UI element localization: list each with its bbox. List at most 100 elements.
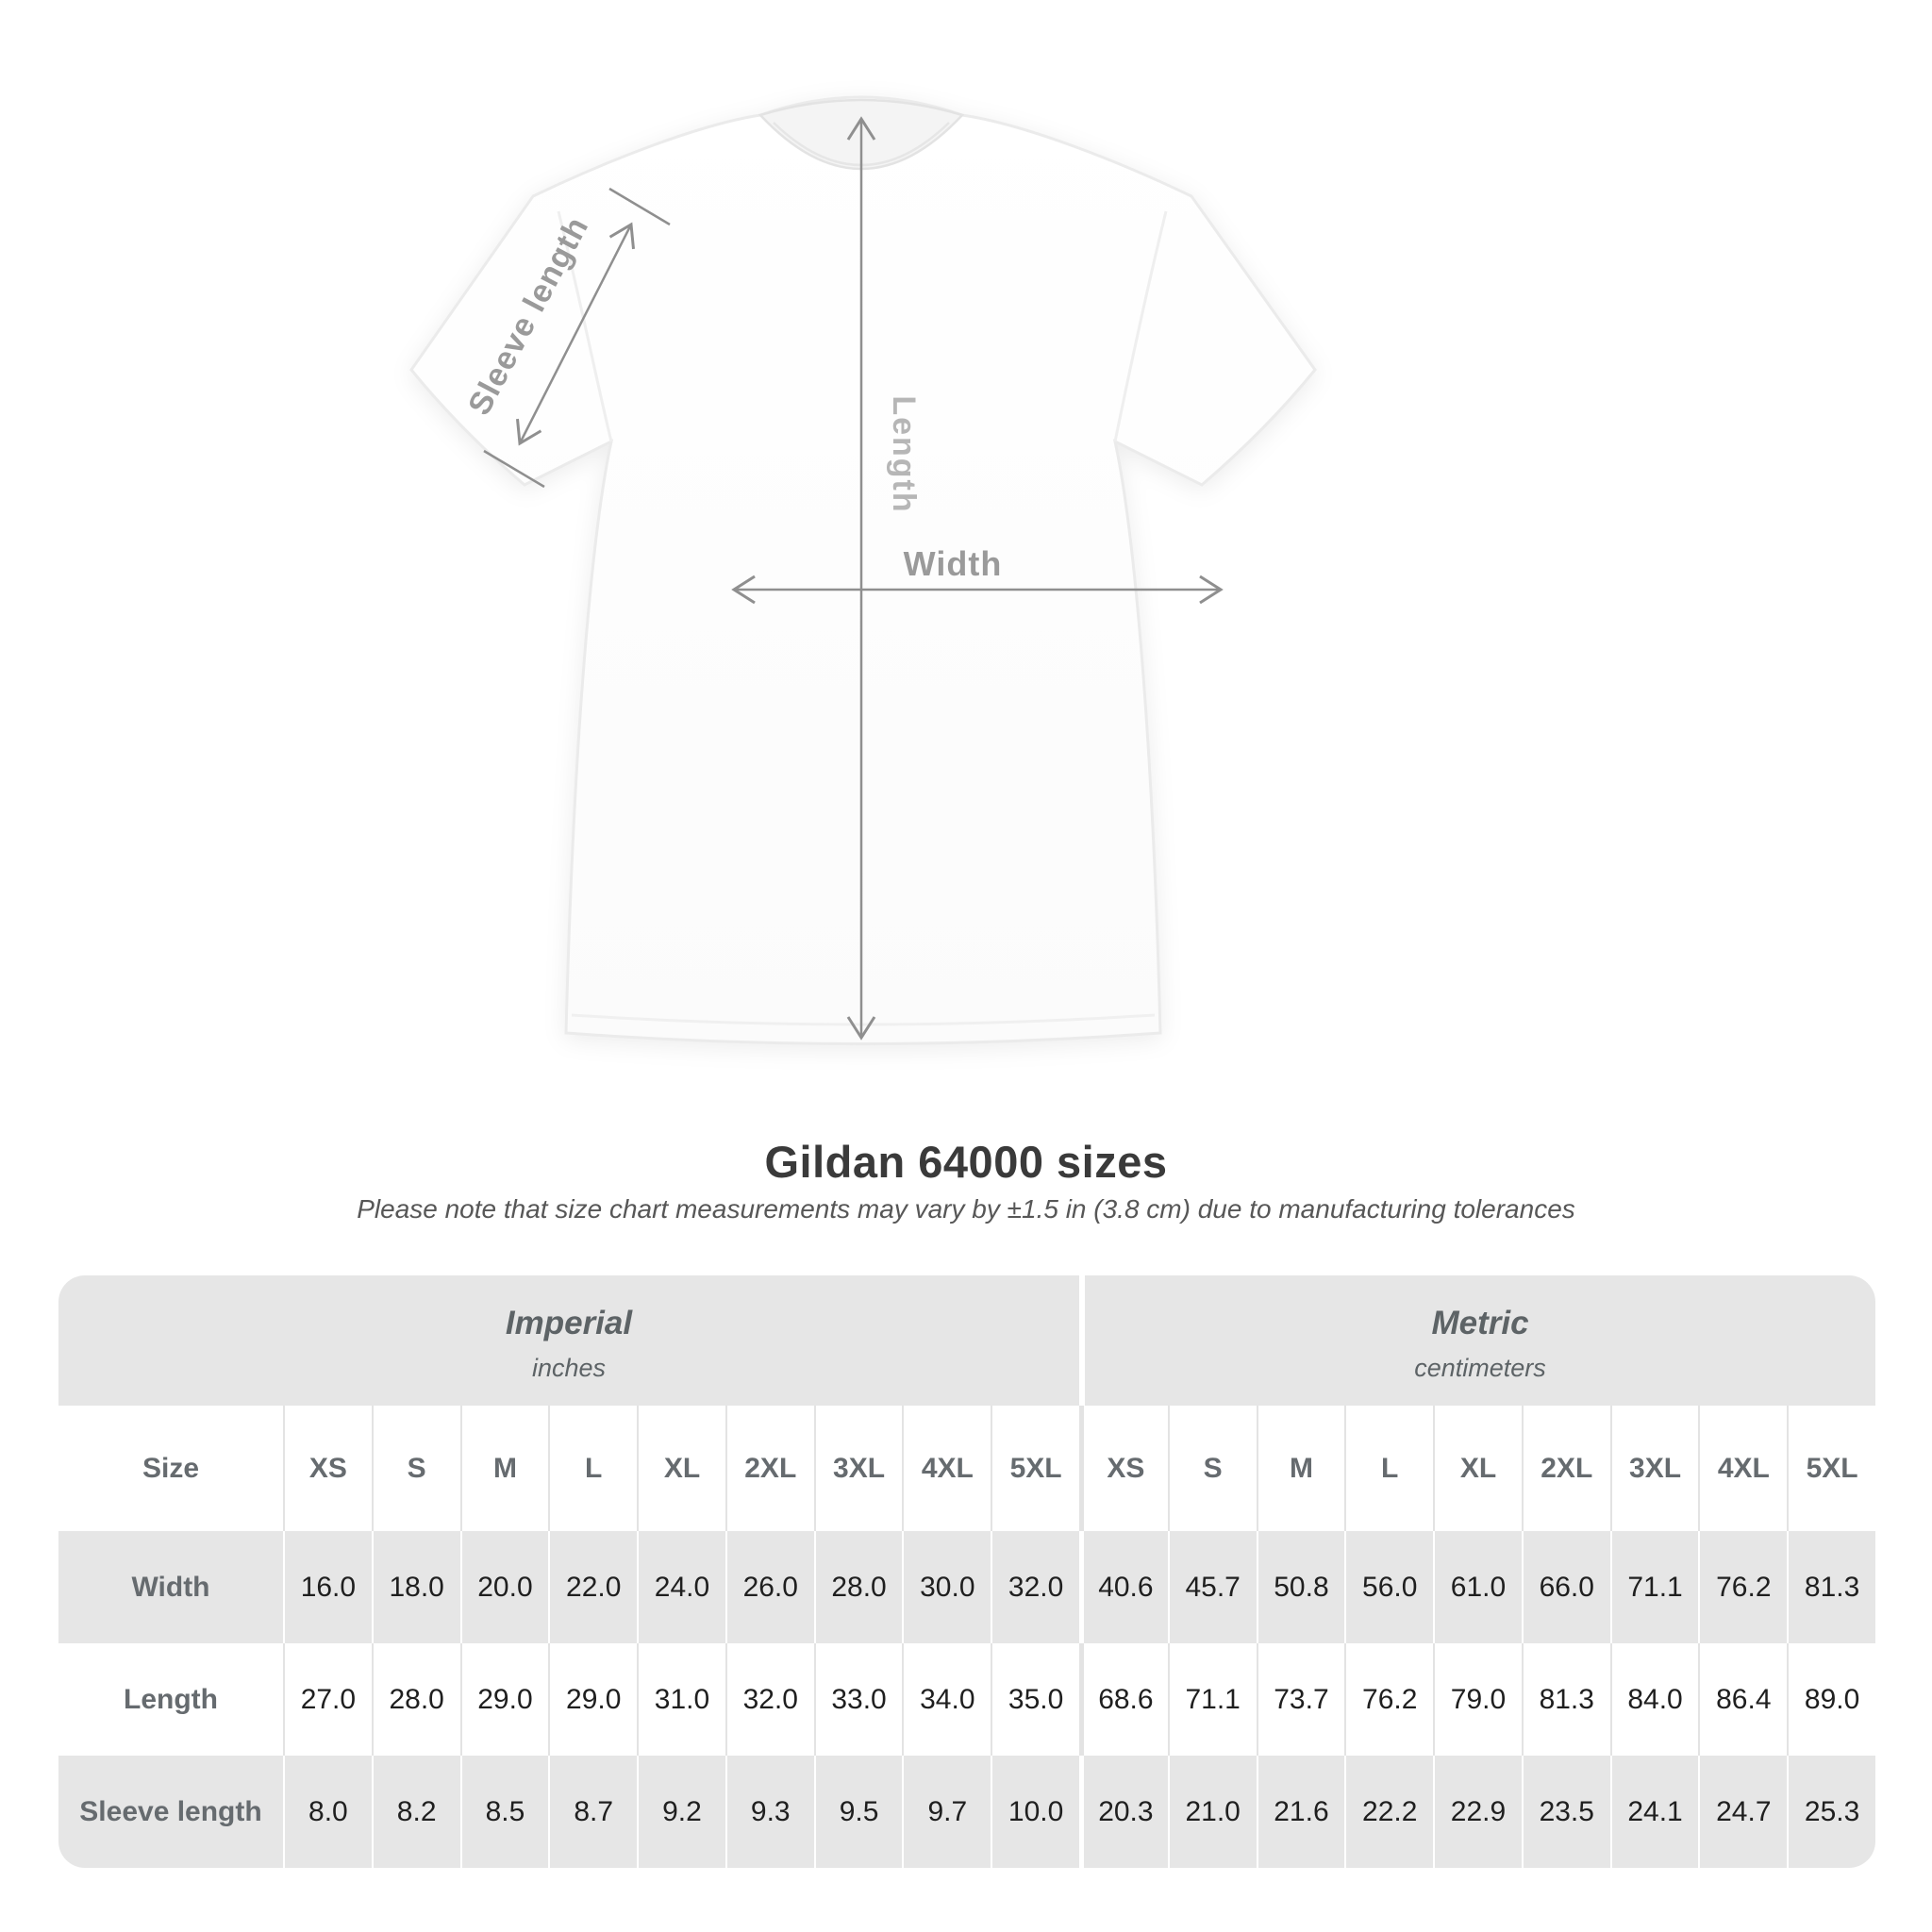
row-label-sleeve-length: Sleeve length — [58, 1756, 283, 1868]
imperial-header-unit: inches — [531, 1353, 607, 1382]
length-metric-value: 89.0 — [1787, 1643, 1875, 1756]
length-metric-value: 76.2 — [1344, 1643, 1434, 1756]
width-imperial-value: 16.0 — [283, 1531, 372, 1643]
sleeve-length-metric-value: 24.1 — [1609, 1756, 1699, 1868]
tshirt-graphic — [409, 95, 1317, 1045]
unit-system-header-row: Imperial inches Metric centimeters — [58, 1275, 1875, 1406]
length-label: Length — [886, 395, 922, 513]
width-metric-value: 61.0 — [1433, 1531, 1522, 1643]
imperial-header-title: Imperial — [505, 1304, 633, 1341]
metric-header-title: Metric — [1431, 1304, 1529, 1341]
width-metric-value: 45.7 — [1167, 1531, 1257, 1643]
page-subtitle: Please note that size chart measurements… — [357, 1194, 1575, 1224]
width-metric-value: 56.0 — [1344, 1531, 1434, 1643]
width-metric-value: 81.3 — [1787, 1531, 1875, 1643]
length-imperial-value: 27.0 — [283, 1643, 372, 1756]
sleeve-dimension-end-cap-top — [608, 187, 671, 226]
sleeve-length-imperial-value: 10.0 — [991, 1756, 1079, 1868]
size-col-metric-m: M — [1256, 1406, 1345, 1531]
length-imperial-value: 32.0 — [724, 1643, 814, 1756]
size-col-metric-2xl: 2XL — [1521, 1406, 1610, 1531]
sleeve-length-metric-value: 25.3 — [1787, 1756, 1875, 1868]
width-metric-value: 66.0 — [1521, 1531, 1610, 1643]
length-imperial-value: 33.0 — [813, 1643, 903, 1756]
table-row-sleeve-length: Sleeve length 8.0 8.2 8.5 8.7 9.2 9.3 9.5 9.7 10.… — [58, 1756, 1875, 1868]
sleeve-length-imperial-value: 9.5 — [813, 1756, 903, 1868]
sleeve-length-metric-value: 21.6 — [1256, 1756, 1345, 1868]
width-imperial-value: 18.0 — [371, 1531, 460, 1643]
width-imperial-value: 30.0 — [902, 1531, 991, 1643]
row-label-length: Length — [58, 1643, 283, 1756]
sleeve-length-imperial-value: 8.7 — [548, 1756, 638, 1868]
length-imperial-value: 31.0 — [637, 1643, 725, 1756]
table-row-length: Length 27.0 28.0 29.0 29.0 31.0 32.0 33.0 34.0 35… — [58, 1643, 1875, 1756]
metric-header-cell: Metric centimeters — [1079, 1275, 1875, 1406]
metric-header-unit: centimeters — [1414, 1353, 1546, 1382]
sleeve-length-imperial-value: 9.2 — [637, 1756, 725, 1868]
sleeve-length-imperial-value: 9.3 — [724, 1756, 814, 1868]
width-imperial-value: 20.0 — [459, 1531, 549, 1643]
width-imperial-value: 24.0 — [637, 1531, 725, 1643]
size-col-imperial-2xl: 2XL — [724, 1406, 814, 1531]
size-col-metric-l: L — [1344, 1406, 1434, 1531]
size-col-imperial-s: S — [371, 1406, 460, 1531]
length-imperial-value: 29.0 — [459, 1643, 549, 1756]
length-metric-value: 68.6 — [1079, 1643, 1168, 1756]
page-title: Gildan 64000 sizes — [764, 1137, 1168, 1187]
sleeve-length-metric-value: 22.9 — [1433, 1756, 1522, 1868]
imperial-header-cell: Imperial inches — [58, 1275, 1079, 1406]
size-col-imperial-l: L — [548, 1406, 638, 1531]
size-table: Imperial inches Metric centimeters Size … — [58, 1275, 1875, 1868]
size-header-row: Size XS S M L XL 2XL 3XL 4XL 5XL XS S M L XL 2XL 3XL 4XL… — [58, 1406, 1875, 1531]
length-metric-value: 71.1 — [1167, 1643, 1257, 1756]
sleeve-length-imperial-value: 9.7 — [902, 1756, 991, 1868]
length-imperial-value: 29.0 — [548, 1643, 638, 1756]
sleeve-length-metric-value: 22.2 — [1344, 1756, 1434, 1868]
size-col-imperial-m: M — [459, 1406, 549, 1531]
sleeve-length-imperial-value: 8.5 — [459, 1756, 549, 1868]
size-col-imperial-xs: XS — [283, 1406, 372, 1531]
sleeve-length-metric-value: 24.7 — [1698, 1756, 1788, 1868]
length-metric-value: 84.0 — [1609, 1643, 1699, 1756]
size-row-header: Size — [58, 1406, 283, 1531]
length-metric-value: 73.7 — [1256, 1643, 1345, 1756]
size-col-imperial-5xl: 5XL — [991, 1406, 1079, 1531]
width-label: Width — [904, 544, 1003, 583]
width-dimension-arrow: Width — [731, 544, 1224, 605]
width-imperial-value: 32.0 — [991, 1531, 1079, 1643]
width-imperial-value: 26.0 — [724, 1531, 814, 1643]
length-imperial-value: 35.0 — [991, 1643, 1079, 1756]
width-imperial-value: 22.0 — [548, 1531, 638, 1643]
width-imperial-value: 28.0 — [813, 1531, 903, 1643]
size-col-metric-5xl: 5XL — [1787, 1406, 1875, 1531]
size-col-imperial-xl: XL — [637, 1406, 725, 1531]
sleeve-length-imperial-value: 8.0 — [283, 1756, 372, 1868]
size-col-metric-xs: XS — [1079, 1406, 1168, 1531]
row-label-width: Width — [58, 1531, 283, 1643]
tshirt-body — [409, 95, 1317, 1045]
sleeve-dimension-end-cap-bottom — [483, 449, 545, 489]
sleeve-length-metric-value: 20.3 — [1079, 1756, 1168, 1868]
length-metric-value: 86.4 — [1698, 1643, 1788, 1756]
width-metric-value: 40.6 — [1079, 1531, 1168, 1643]
table-row-width: Width 16.0 18.0 20.0 22.0 24.0 26.0 28.0 30.0 32.… — [58, 1531, 1875, 1643]
sleeve-length-metric-value: 23.5 — [1521, 1756, 1610, 1868]
sleeve-length-metric-value: 21.0 — [1167, 1756, 1257, 1868]
size-col-metric-xl: XL — [1433, 1406, 1522, 1531]
size-col-imperial-3xl: 3XL — [813, 1406, 903, 1531]
length-metric-value: 81.3 — [1521, 1643, 1610, 1756]
size-col-metric-4xl: 4XL — [1698, 1406, 1788, 1531]
length-imperial-value: 34.0 — [902, 1643, 991, 1756]
length-imperial-value: 28.0 — [371, 1643, 460, 1756]
length-metric-value: 79.0 — [1433, 1643, 1522, 1756]
size-col-metric-s: S — [1167, 1406, 1257, 1531]
size-col-metric-3xl: 3XL — [1609, 1406, 1699, 1531]
size-col-imperial-4xl: 4XL — [902, 1406, 991, 1531]
sleeve-length-imperial-value: 8.2 — [371, 1756, 460, 1868]
width-metric-value: 76.2 — [1698, 1531, 1788, 1643]
width-metric-value: 71.1 — [1609, 1531, 1699, 1643]
tshirt-right-sleeve-seam — [1113, 210, 1168, 442]
width-metric-value: 50.8 — [1256, 1531, 1345, 1643]
